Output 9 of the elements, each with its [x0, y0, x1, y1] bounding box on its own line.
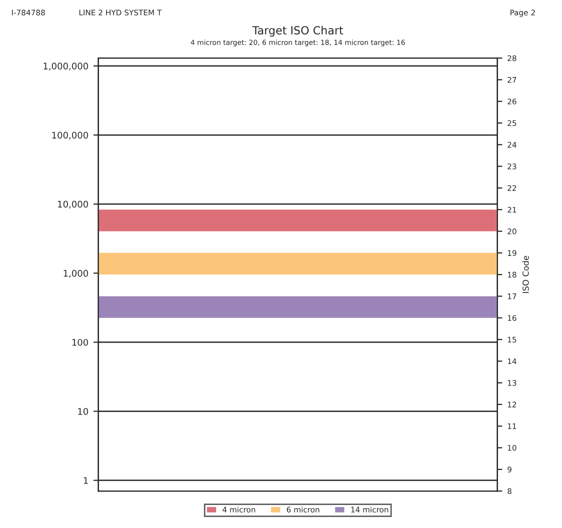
- y-tick-label: 10: [78, 408, 88, 415]
- y-tick-label: 1: [84, 477, 88, 484]
- y-tick-label: 100,000: [52, 132, 88, 140]
- y-tick-label: 100: [72, 338, 88, 346]
- y-tick-label: 1,000: [64, 270, 88, 278]
- y-tick-label: 10,000: [58, 200, 88, 209]
- y2-axis-title: ISO Code: [522, 256, 529, 293]
- chart-title: Target ISO Chart: [252, 26, 344, 37]
- y-tick-label: 1,000,000: [44, 62, 88, 70]
